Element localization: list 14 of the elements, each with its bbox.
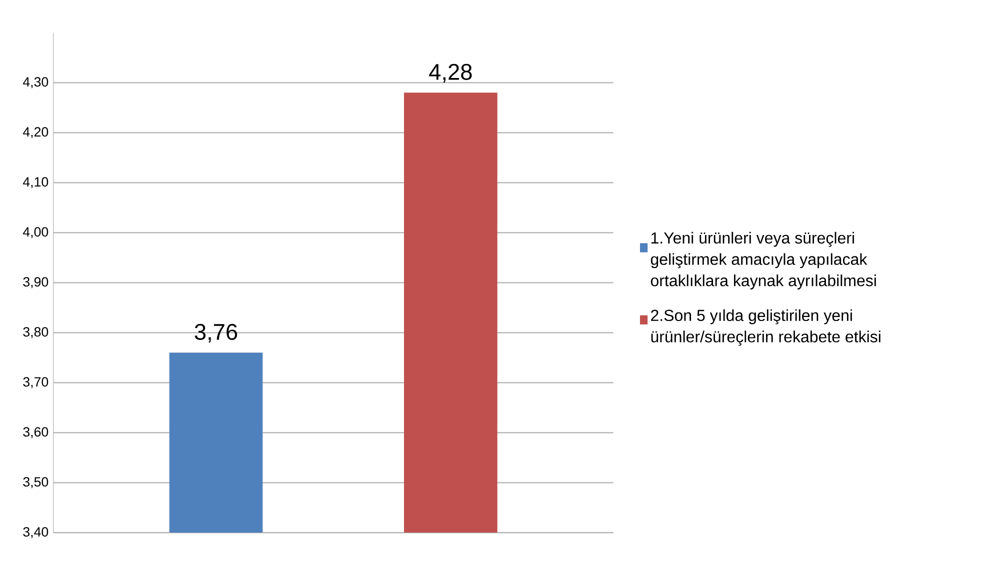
y-tick-label: 3,80: [23, 327, 48, 338]
y-tick-label: 4,20: [22, 127, 48, 138]
y-tick-label: 3,40: [23, 527, 48, 538]
data-label: 4,28: [429, 64, 472, 83]
y-tick-label: 3,70: [23, 377, 48, 388]
y-tick-label: 3,60: [23, 427, 48, 438]
legend-label: 2.Son 5 yılda geliştirilen yeni ürünler/süreçlerin rekabete etkisi: [651, 309, 880, 346]
legend-label: 1.Yeni ürünleri veya süreçleri geliştirmek amacıyla yapılacak ortaklıklara kaynak ayrılabilmesi: [650, 232, 876, 290]
y-tick-label: 4,30: [22, 77, 48, 88]
y-tick-label: 3,50: [23, 477, 48, 488]
y-tick-label: 4,10: [22, 177, 48, 188]
y-tick-label: 3,90: [23, 277, 48, 288]
data-label: 3,76: [194, 324, 238, 343]
y-tick-label: 4,00: [22, 227, 48, 238]
